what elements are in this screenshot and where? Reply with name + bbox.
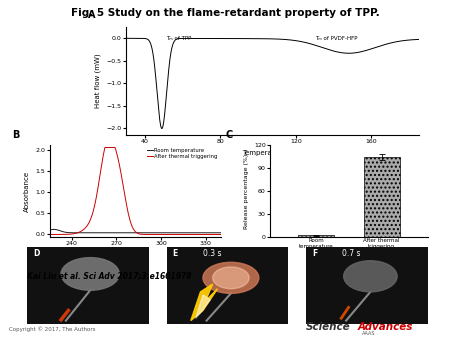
Ellipse shape bbox=[203, 262, 259, 293]
Text: Science: Science bbox=[306, 321, 351, 332]
Room temperature bbox=[78, 231, 83, 235]
Polygon shape bbox=[191, 284, 217, 320]
Y-axis label: Release percentage (%): Release percentage (%) bbox=[243, 153, 248, 228]
After thermal triggering bbox=[161, 233, 166, 237]
Text: AAAS: AAAS bbox=[362, 331, 376, 336]
Text: E: E bbox=[172, 249, 178, 258]
Text: Tₘ of PVDF-HFP: Tₘ of PVDF-HFP bbox=[315, 36, 358, 41]
Room temperature bbox=[51, 227, 57, 232]
Line: Room temperature: Room temperature bbox=[50, 230, 220, 233]
After thermal triggering bbox=[218, 233, 223, 237]
Polygon shape bbox=[196, 295, 210, 318]
Room temperature bbox=[69, 231, 75, 235]
Legend: Room temperature, After thermal triggering: Room temperature, After thermal triggeri… bbox=[147, 148, 218, 159]
X-axis label: λ (nm): λ (nm) bbox=[123, 251, 147, 258]
Room temperature bbox=[162, 231, 167, 235]
Text: Tₘ of TPP: Tₘ of TPP bbox=[166, 36, 191, 41]
After thermal triggering bbox=[103, 145, 108, 149]
X-axis label: Temperature (°C): Temperature (°C) bbox=[242, 150, 302, 157]
Text: Fig. 5 Study on the flame-retardant property of TPP.: Fig. 5 Study on the flame-retardant prop… bbox=[71, 8, 379, 19]
Text: 0.3 s: 0.3 s bbox=[203, 249, 221, 258]
Text: 0.7 s: 0.7 s bbox=[342, 249, 361, 258]
Text: Kai Liu et al. Sci Adv 2017;3:e1601978: Kai Liu et al. Sci Adv 2017;3:e1601978 bbox=[27, 272, 192, 281]
Room temperature bbox=[176, 231, 181, 235]
Y-axis label: Absorbance: Absorbance bbox=[24, 170, 30, 212]
After thermal triggering bbox=[148, 233, 153, 237]
Ellipse shape bbox=[213, 267, 249, 289]
Room temperature bbox=[125, 231, 130, 235]
Text: Advances: Advances bbox=[358, 321, 413, 332]
Text: F: F bbox=[312, 249, 317, 258]
Room temperature bbox=[47, 228, 52, 232]
Text: D: D bbox=[33, 249, 40, 258]
Line: After thermal triggering: After thermal triggering bbox=[50, 147, 220, 235]
After thermal triggering bbox=[47, 233, 52, 237]
Text: A: A bbox=[88, 10, 95, 20]
Room temperature bbox=[148, 231, 153, 235]
After thermal triggering bbox=[176, 233, 181, 237]
Ellipse shape bbox=[61, 258, 119, 290]
Ellipse shape bbox=[344, 261, 397, 292]
Text: Copyright © 2017, The Authors: Copyright © 2017, The Authors bbox=[9, 327, 95, 332]
After thermal triggering bbox=[91, 208, 96, 212]
After thermal triggering bbox=[77, 230, 82, 234]
Text: B: B bbox=[12, 130, 19, 140]
Text: C: C bbox=[226, 130, 233, 140]
Room temperature bbox=[218, 231, 223, 235]
Room temperature bbox=[91, 231, 97, 235]
Bar bbox=[298, 236, 334, 237]
Bar bbox=[364, 157, 400, 237]
Y-axis label: Heat flow (mW): Heat flow (mW) bbox=[94, 54, 101, 108]
After thermal triggering bbox=[125, 206, 130, 210]
